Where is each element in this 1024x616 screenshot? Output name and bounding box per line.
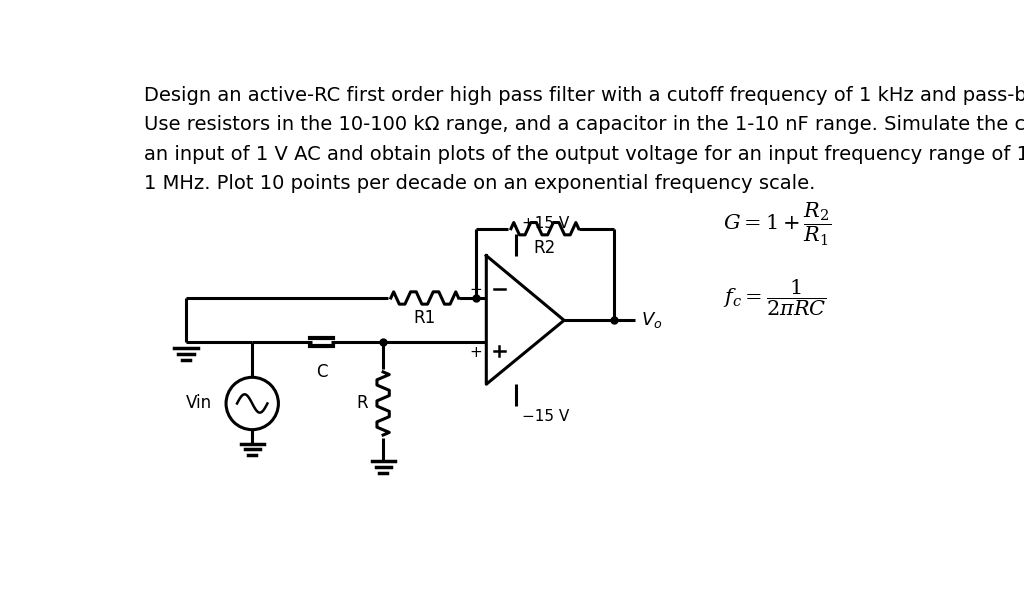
Text: $f_c = \dfrac{1}{2\pi RC}$: $f_c = \dfrac{1}{2\pi RC}$	[724, 278, 827, 318]
Text: Design an active-RC first order high pass filter with a cutoff frequency of 1 kH: Design an active-RC first order high pas…	[144, 86, 1024, 105]
Text: R1: R1	[414, 309, 436, 326]
Text: −15 V: −15 V	[521, 409, 569, 424]
Text: $+$: $+$	[469, 345, 482, 360]
Text: Use resistors in the 10-100 kΩ range, and a capacitor in the 1-10 nF range. Simu: Use resistors in the 10-100 kΩ range, an…	[144, 115, 1024, 134]
Text: R: R	[356, 394, 368, 413]
Text: $G = 1 + \dfrac{R_2}{R_1}$: $G = 1 + \dfrac{R_2}{R_1}$	[724, 201, 831, 248]
Text: $-$: $-$	[469, 280, 482, 295]
Text: +15 V: +15 V	[521, 216, 569, 231]
Text: Vin: Vin	[186, 394, 212, 413]
Text: C: C	[315, 363, 328, 381]
Text: $V_o$: $V_o$	[641, 310, 663, 330]
Text: 1 MHz. Plot 10 points per decade on an exponential frequency scale.: 1 MHz. Plot 10 points per decade on an e…	[144, 174, 816, 193]
Text: an input of 1 V AC and obtain plots of the output voltage for an input frequency: an input of 1 V AC and obtain plots of t…	[144, 145, 1024, 164]
Text: R2: R2	[534, 240, 556, 257]
